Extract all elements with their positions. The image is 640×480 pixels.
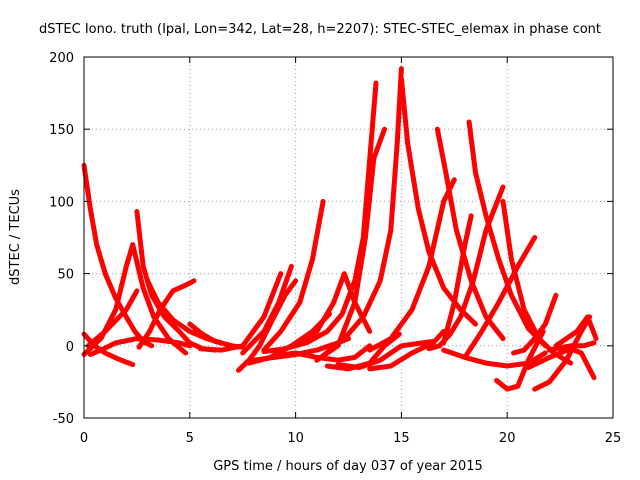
- series-track-2: [81, 242, 136, 357]
- y-tick-label: 100: [49, 195, 74, 210]
- series-track-38: [525, 346, 597, 381]
- series-track-33: [441, 347, 548, 369]
- series-track-36: [532, 314, 593, 392]
- series-track-13: [240, 263, 294, 356]
- x-axis-label: GPS time / hours of day 037 of year 2015: [213, 459, 483, 474]
- y-tick-label: -50: [53, 412, 74, 427]
- series-track-8: [136, 278, 197, 350]
- x-tick-label: 15: [393, 431, 410, 446]
- x-tick-label: 25: [605, 431, 622, 446]
- series-track-27: [426, 184, 506, 352]
- y-axis-label: dSTEC / TECUs: [8, 189, 23, 285]
- y-tick-label: 50: [57, 268, 74, 283]
- x-tick-label: 0: [80, 431, 88, 446]
- x-tick-label: 20: [499, 431, 516, 446]
- series-track-35: [511, 292, 559, 356]
- plot-frame: [83, 56, 614, 419]
- series-track-39: [547, 340, 597, 353]
- series-track-14: [261, 198, 326, 353]
- data-series: [81, 66, 599, 392]
- y-tick-label: 200: [49, 51, 74, 66]
- series-track-24: [367, 328, 447, 372]
- series-track-26: [367, 177, 457, 353]
- series-track-7: [85, 288, 140, 349]
- series-track-17: [293, 271, 373, 349]
- x-tick-label: 10: [287, 431, 304, 446]
- y-tick-label: 150: [49, 123, 74, 138]
- series-track-29: [441, 213, 474, 346]
- series-track-19: [271, 343, 373, 363]
- series-track-30: [466, 119, 548, 349]
- series-track-21: [318, 66, 404, 360]
- series-track-34: [494, 328, 546, 392]
- series-track-20: [314, 126, 387, 363]
- grid-lines: [84, 57, 613, 418]
- series-track-23: [335, 339, 436, 370]
- y-tick-label: 0: [66, 340, 74, 355]
- chart-title: dSTEC Iono. truth (Ipal, Lon=342, Lat=28…: [39, 22, 601, 37]
- series-track-37: [553, 314, 599, 349]
- axis-ticks: 0 5 10 15 20 25 -50 0 50 100 150 200: [49, 51, 621, 446]
- series-track-31: [462, 235, 538, 360]
- x-tick-label: 5: [186, 431, 194, 446]
- series-track-11: [197, 271, 284, 353]
